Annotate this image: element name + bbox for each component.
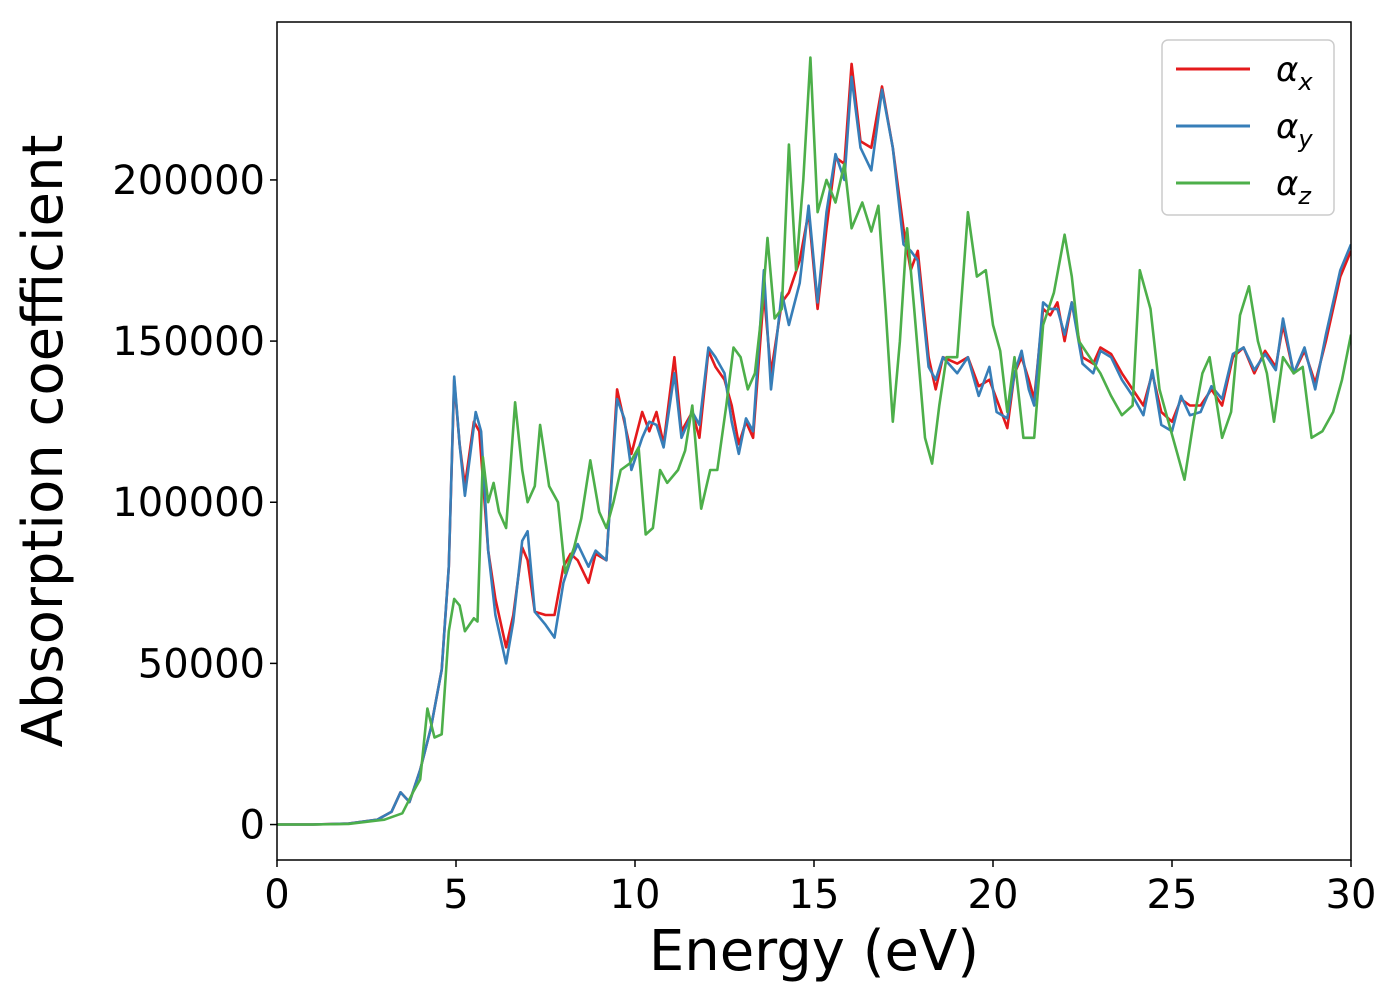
y-tick-label: 200000 xyxy=(112,158,265,204)
legend-label-alpha-z: αz xyxy=(1276,164,1312,210)
y-tick-label: 100000 xyxy=(112,480,265,526)
y-tick-label: 50000 xyxy=(138,641,265,687)
series-line-alpha-y xyxy=(277,75,1351,826)
x-tick-label: 25 xyxy=(1147,872,1198,918)
x-tick-label: 0 xyxy=(264,872,289,918)
legend: αx αy αz xyxy=(1161,39,1335,216)
x-tick-label: 10 xyxy=(610,872,661,918)
x-tick-label: 15 xyxy=(789,872,840,918)
y-tick-label: 0 xyxy=(240,803,265,849)
y-axis-label: Absorption coefficient xyxy=(11,135,76,748)
x-tick-label: 20 xyxy=(968,872,1019,918)
x-tick-label: 30 xyxy=(1326,872,1377,918)
y-tick-label: 150000 xyxy=(112,319,265,365)
legend-label-alpha-y: αy xyxy=(1276,107,1313,153)
series-line-alpha-z xyxy=(277,56,1351,826)
x-tick-label: 5 xyxy=(443,872,468,918)
legend-label-alpha-x: αx xyxy=(1276,50,1313,96)
series-layer xyxy=(277,56,1351,826)
ticks-layer: 0 5 10 15 20 25 30 0 50000 100000 150000 200000 xyxy=(112,158,1376,918)
x-axis-label: Energy (eV) xyxy=(649,919,979,984)
